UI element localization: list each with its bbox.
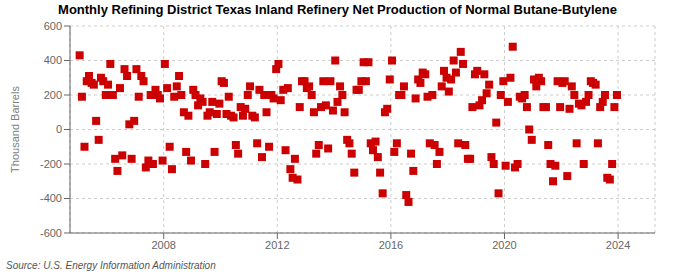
- svg-text:-600: -600: [40, 227, 62, 239]
- svg-text:200: 200: [44, 89, 62, 101]
- svg-text:2016: 2016: [379, 239, 403, 251]
- svg-text:2020: 2020: [492, 239, 516, 251]
- svg-text:2012: 2012: [265, 239, 289, 251]
- svg-text:0: 0: [56, 123, 62, 135]
- svg-text:2008: 2008: [151, 239, 175, 251]
- svg-text:-400: -400: [40, 192, 62, 204]
- svg-text:400: 400: [44, 54, 62, 66]
- html-text:Source: U.S. Energy Informatio: Source: U.S. Energy Information Administ…: [6, 260, 216, 271]
- svg-text:600: 600: [44, 20, 62, 32]
- html-text:Monthly Refining District Texa: Monthly Refining District Texas Inland R…: [58, 2, 617, 17]
- svg-text:Thousand Barrels: Thousand Barrels: [9, 86, 21, 173]
- svg-text:-200: -200: [40, 158, 62, 170]
- svg-text:2024: 2024: [606, 239, 630, 251]
